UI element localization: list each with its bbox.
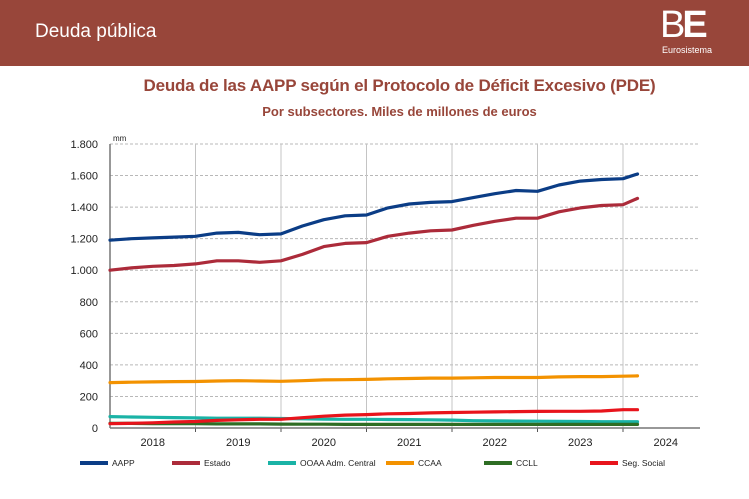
y-tick-label: 400 [80,360,98,372]
legend-label: Estado [204,458,231,468]
y-tick-label: 1.600 [70,171,98,183]
legend-label: AAPP [112,458,135,468]
legend-label: CCLL [516,458,538,468]
y-tick-label: 1.800 [70,139,98,151]
y-tick-label: 1.200 [70,234,98,246]
page-title: Deuda pública [35,21,157,42]
chart-subtitle: Por subsectores. Miles de millones de eu… [262,104,537,119]
x-tick-label: 2023 [568,437,592,449]
x-tick-label: 2024 [654,437,678,449]
series-line-ccll [108,421,640,426]
header-banner: Deuda pública BE Eurosistema [0,0,749,66]
logo-letter-e: E [682,4,707,46]
legend-item: AAPP [80,458,135,468]
legend-item: Estado [172,458,230,468]
y-tick-label: 800 [80,297,98,309]
chart-title: Deuda de las AAPP según el Protocolo de … [143,76,656,95]
y-tick-label: 1.000 [70,265,98,277]
x-tick-label: 2019 [226,437,250,449]
x-tick-label: 2022 [483,437,507,449]
banco-de-espana-logo: BE Eurosistema [656,4,738,58]
logo-letter-b: B [660,4,685,46]
legend-label: OOAA Adm. Central [300,458,376,468]
y-tick-label: 1.400 [70,202,98,214]
legend-item: Seg. Social [590,458,665,468]
series-line-ooaa-adm-central [108,415,640,424]
legend-swatch [80,461,108,465]
series-line-ccaa [108,374,640,385]
legend-item: CCLL [484,458,538,468]
y-tick-label: 200 [80,391,98,403]
legend-swatch [172,461,200,465]
series-line-estado [108,196,640,272]
x-tick-label: 2021 [397,437,421,449]
y-axis-unit: mm [113,134,127,143]
y-tick-label: 0 [92,423,98,435]
legend-item: CCAA [386,458,442,468]
chart-legend: AAPP Estado OOAA Adm. Central CCAA CCLL Seg. … [80,458,720,472]
series-line-aapp [108,172,640,242]
x-tick-label: 2020 [312,437,336,449]
legend-swatch [268,461,296,465]
legend-label: Seg. Social [622,458,665,468]
legend-item: OOAA Adm. Central [268,458,376,468]
logo-subtitle: Eurosistema [662,45,713,55]
series-line-seg-social [108,408,640,426]
logo-letters: BE [660,4,708,46]
legend-label: CCAA [418,458,442,468]
legend-swatch [484,461,512,465]
y-tick-label: 600 [80,328,98,340]
legend-swatch [590,461,618,465]
x-tick-label: 2018 [141,437,165,449]
legend-swatch [386,461,414,465]
